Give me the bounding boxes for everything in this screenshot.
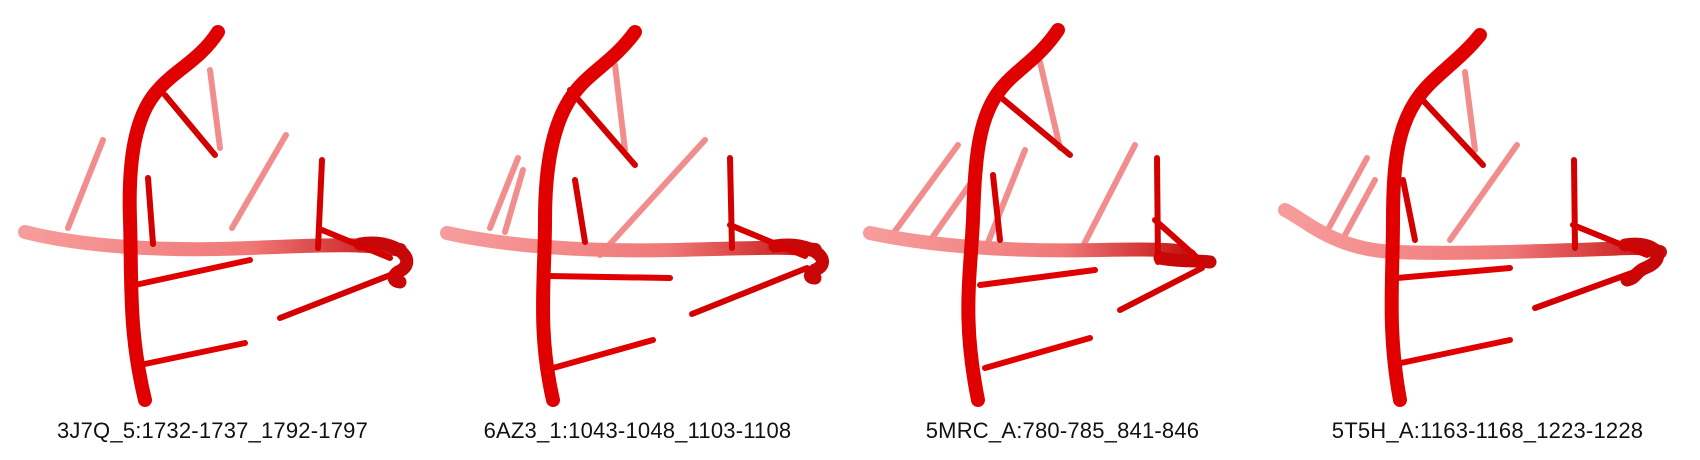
structure-caption: 6AZ3_1:1043-1048_1103-1108	[483, 418, 792, 443]
rna-structure-render-2	[440, 25, 829, 407]
rna-structure-render-4	[1278, 28, 1667, 407]
structure-panel-1: 3J7Q_5:1732-1737_1792-1797	[0, 0, 425, 460]
structure-panel-2: 6AZ3_1:1043-1048_1103-1108	[425, 0, 850, 460]
rna-structure-render-1	[18, 25, 414, 407]
rna-structure-render-3	[863, 23, 1217, 407]
structure-panel-4: 5T5H_A:1163-1168_1223-1228	[1275, 0, 1700, 460]
structure-caption: 5T5H_A:1163-1168_1223-1228	[1331, 418, 1644, 443]
structure-caption: 5MRC_A:780-785_841-846	[925, 418, 1200, 443]
structure-panel-3: 5MRC_A:780-785_841-846	[850, 0, 1275, 460]
structure-caption: 3J7Q_5:1732-1737_1792-1797	[56, 418, 369, 443]
